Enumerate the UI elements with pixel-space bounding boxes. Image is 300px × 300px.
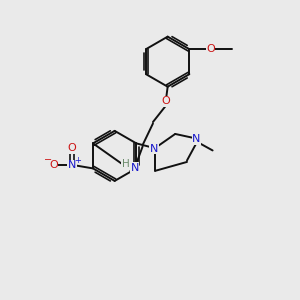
Text: O: O	[206, 44, 215, 54]
Text: −: −	[44, 155, 52, 165]
Text: N: N	[192, 134, 201, 144]
Text: H: H	[122, 159, 130, 169]
Text: O: O	[162, 96, 171, 106]
Text: +: +	[74, 156, 81, 165]
Text: O: O	[49, 160, 58, 170]
Text: N: N	[150, 144, 158, 154]
Text: O: O	[68, 143, 76, 153]
Text: N: N	[130, 163, 139, 173]
Text: N: N	[68, 160, 76, 170]
